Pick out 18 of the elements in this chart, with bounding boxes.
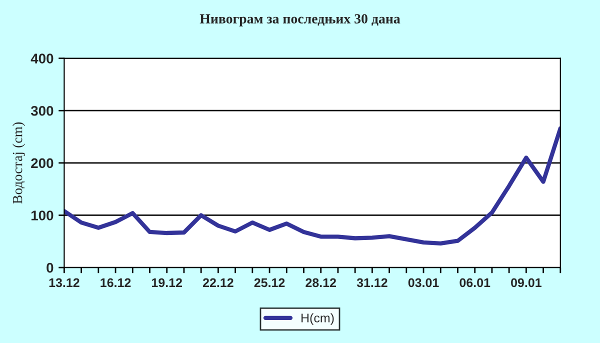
y-tick-label: 200 xyxy=(31,158,54,168)
y-tick-label: 300 xyxy=(30,106,54,116)
x-tick-label: 31.12 xyxy=(356,278,388,288)
x-tick-label: 28.12 xyxy=(306,278,336,288)
x-tick-label: 06.01 xyxy=(460,278,490,288)
x-tick-label: 25.12 xyxy=(254,278,285,288)
x-tick-label: 16.12 xyxy=(100,278,131,288)
x-tick-label: 13.12 xyxy=(49,278,80,288)
x-tick-label: 03.01 xyxy=(408,278,439,288)
legend-label: H(cm) xyxy=(302,313,334,325)
x-tick-label: 22.12 xyxy=(202,278,234,288)
y-tick-label: 400 xyxy=(30,54,54,64)
chart-title: Нивограм за последњих 30 дана xyxy=(200,14,400,26)
x-tick-label: 09.01 xyxy=(511,278,542,288)
x-tick-label: 19.12 xyxy=(152,278,182,288)
y-tick-label: 0 xyxy=(46,262,54,273)
y-tick-label: 100 xyxy=(31,210,54,220)
y-axis-title: Водостај (cm) xyxy=(12,122,26,204)
